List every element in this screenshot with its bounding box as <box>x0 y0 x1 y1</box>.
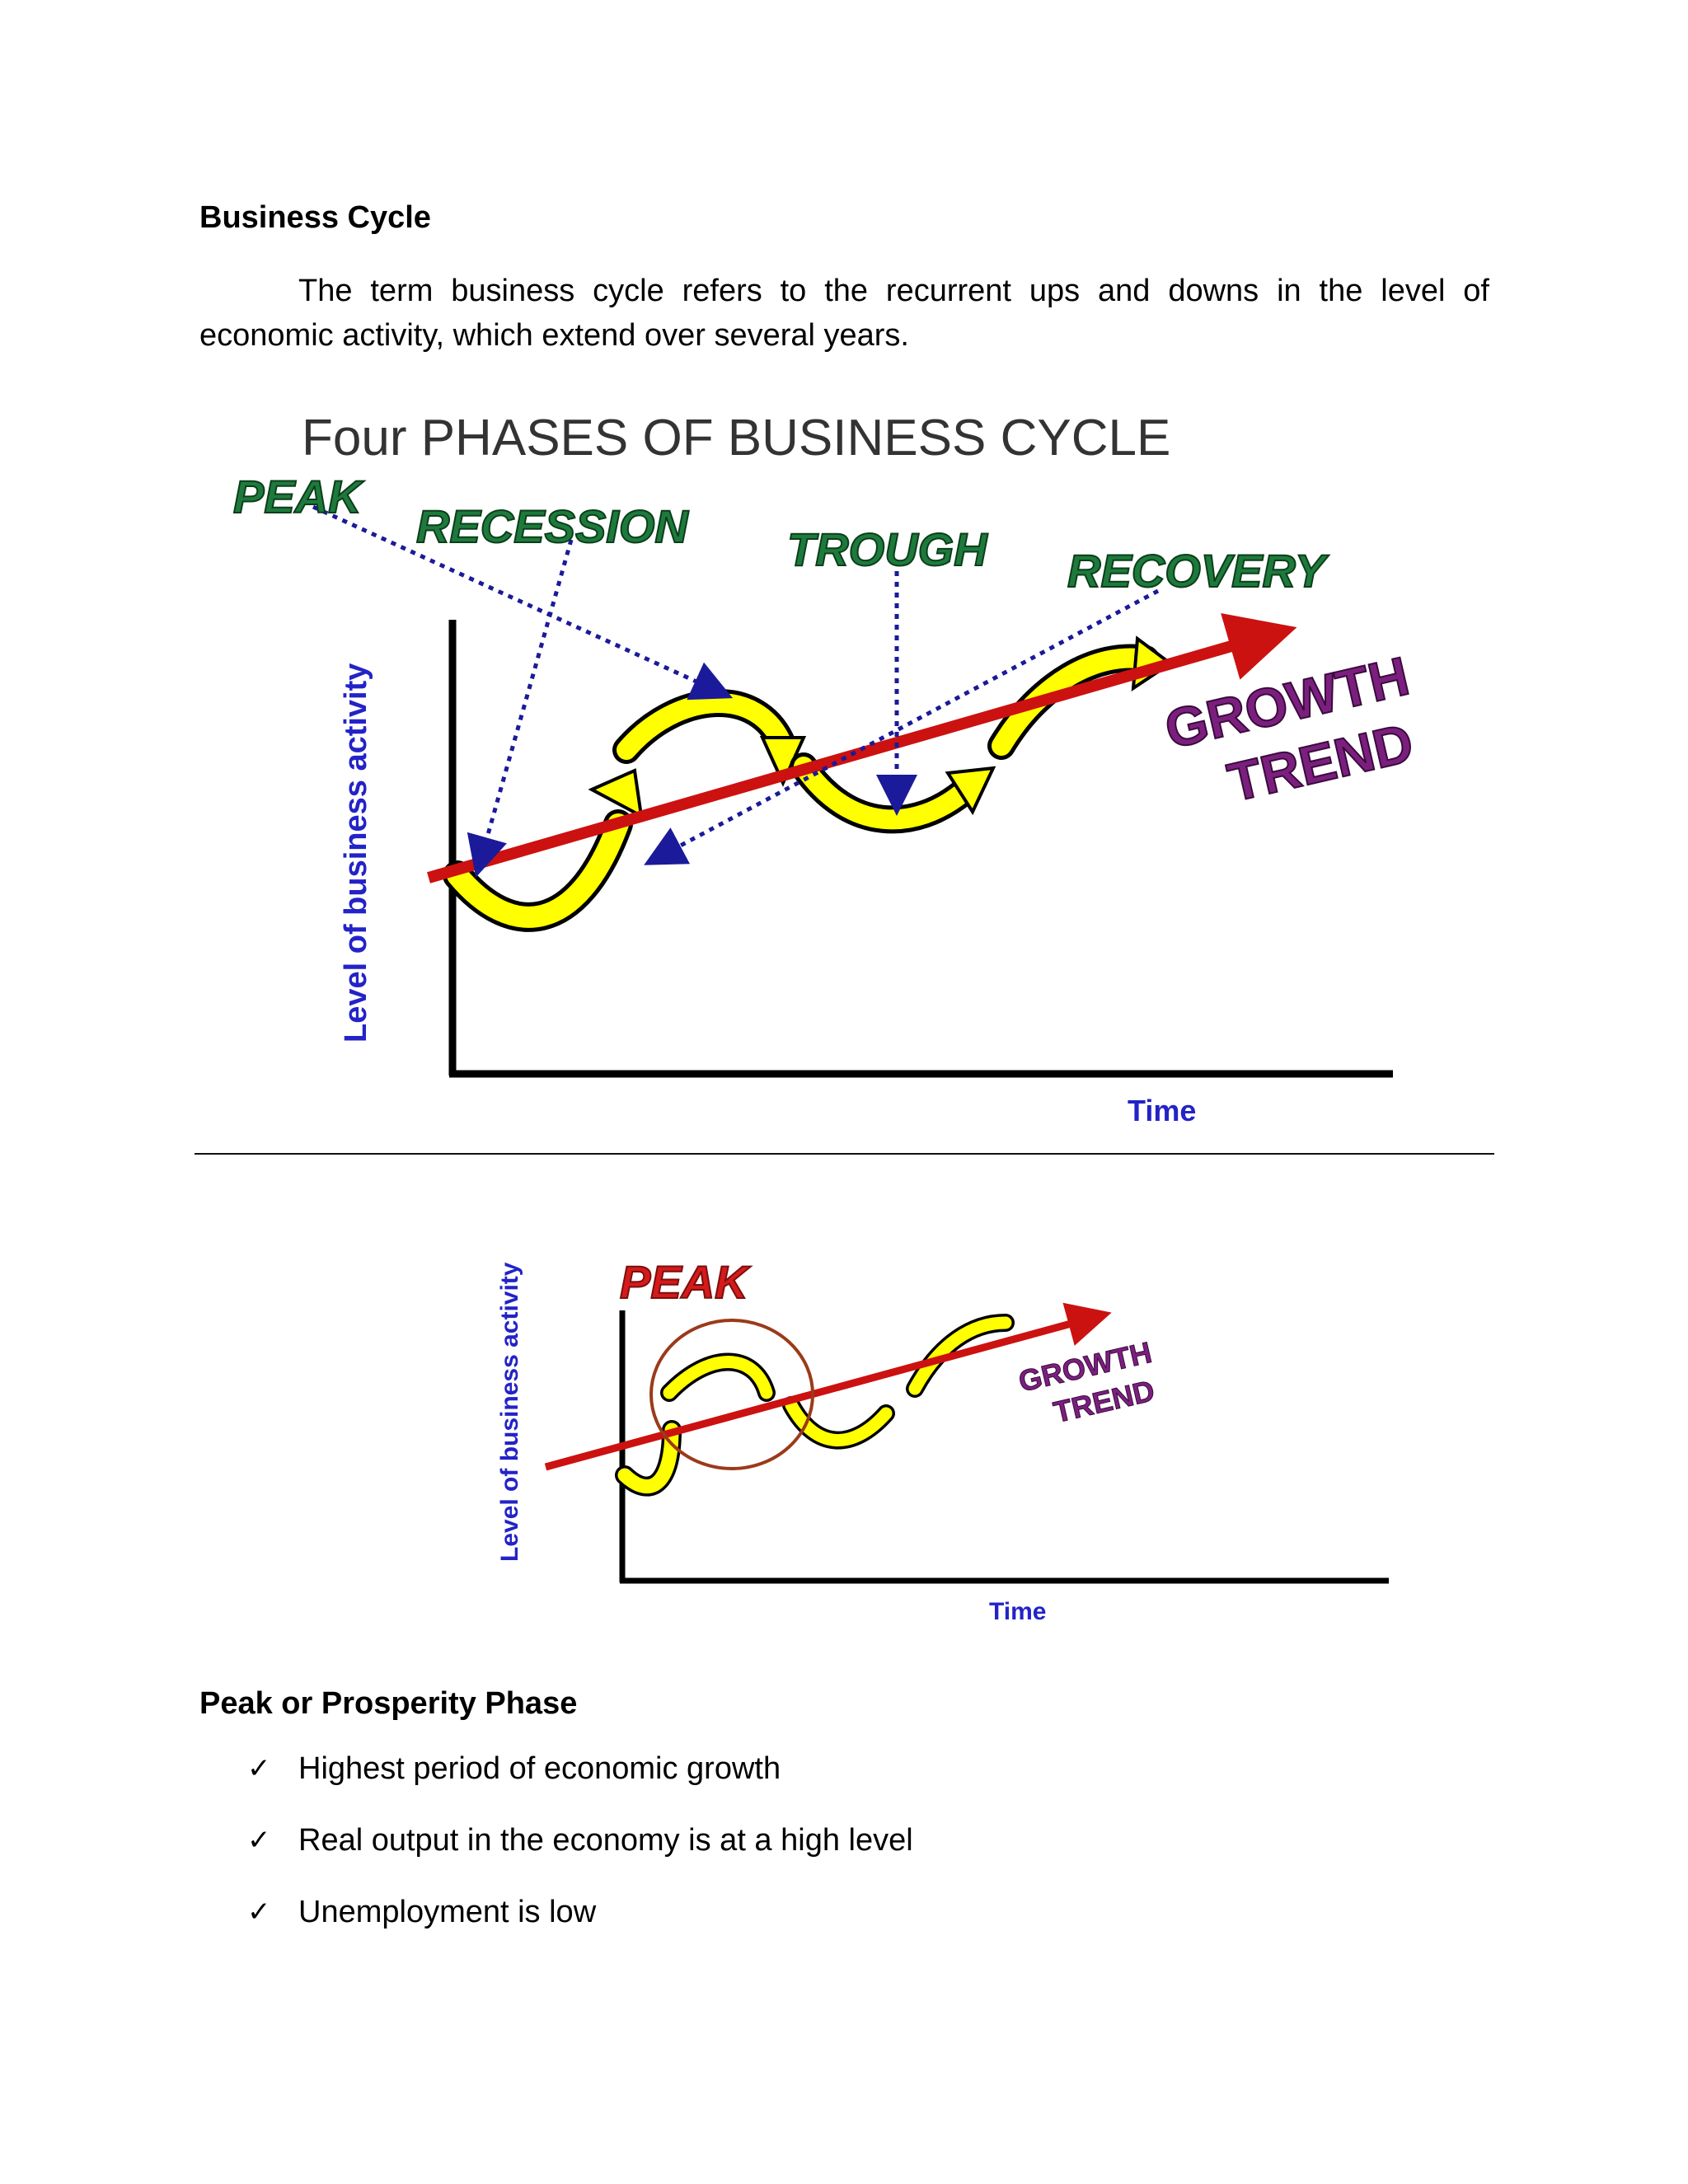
phase-label-peak: PEAK <box>233 471 364 523</box>
section-heading: Peak or Prosperity Phase <box>199 1686 578 1721</box>
peak-characteristics-list: ✓ Highest period of economic growth ✓ Re… <box>247 1750 913 1965</box>
peak-phase-diagram: PEAK GROWTH TREND Level of business acti… <box>496 1255 1389 1625</box>
intro-paragraph: The term business cycle refers to the re… <box>199 274 1489 353</box>
peak-highlight-circle <box>649 1319 814 1470</box>
list-item-text: Highest period of economic growth <box>298 1751 781 1786</box>
y-axis-label: Level of business activity <box>496 1262 523 1562</box>
list-item: ✓ Real output in the economy is at a hig… <box>247 1821 913 1893</box>
list-item-text: Real output in the economy is at a high … <box>298 1823 913 1858</box>
list-item: ✓ Highest period of economic growth <box>247 1750 913 1821</box>
check-icon: ✓ <box>247 1896 271 1929</box>
list-item-text: Unemployment is low <box>298 1895 597 1929</box>
page-heading: Business Cycle <box>199 200 431 235</box>
peak-label: PEAK <box>620 1256 751 1308</box>
business-cycle-diagram: Four PHASES OF BUSINESS CYCLE PEAK RECES… <box>232 410 1419 1127</box>
growth-trend-arrow <box>544 1302 1112 1471</box>
phase-label-trough: TROUGH <box>787 523 988 575</box>
x-axis-label: Time <box>989 1598 1046 1625</box>
phase-pointers <box>312 504 1160 878</box>
y-axis-label: Level of business activity <box>339 663 373 1043</box>
check-icon: ✓ <box>247 1752 271 1785</box>
x-axis-label: Time <box>1128 1094 1196 1127</box>
horizontal-rule <box>195 1153 1494 1155</box>
phase-label-recovery: RECOVERY <box>1067 545 1329 597</box>
check-icon: ✓ <box>247 1824 271 1857</box>
phase-label-recession: RECESSION <box>416 500 689 552</box>
growth-trend-arrow <box>427 613 1297 883</box>
list-item: ✓ Unemployment is low <box>247 1893 913 1965</box>
cycle-wave <box>615 1314 1015 1497</box>
diagram-title: Four PHASES OF BUSINESS CYCLE <box>302 410 1170 466</box>
